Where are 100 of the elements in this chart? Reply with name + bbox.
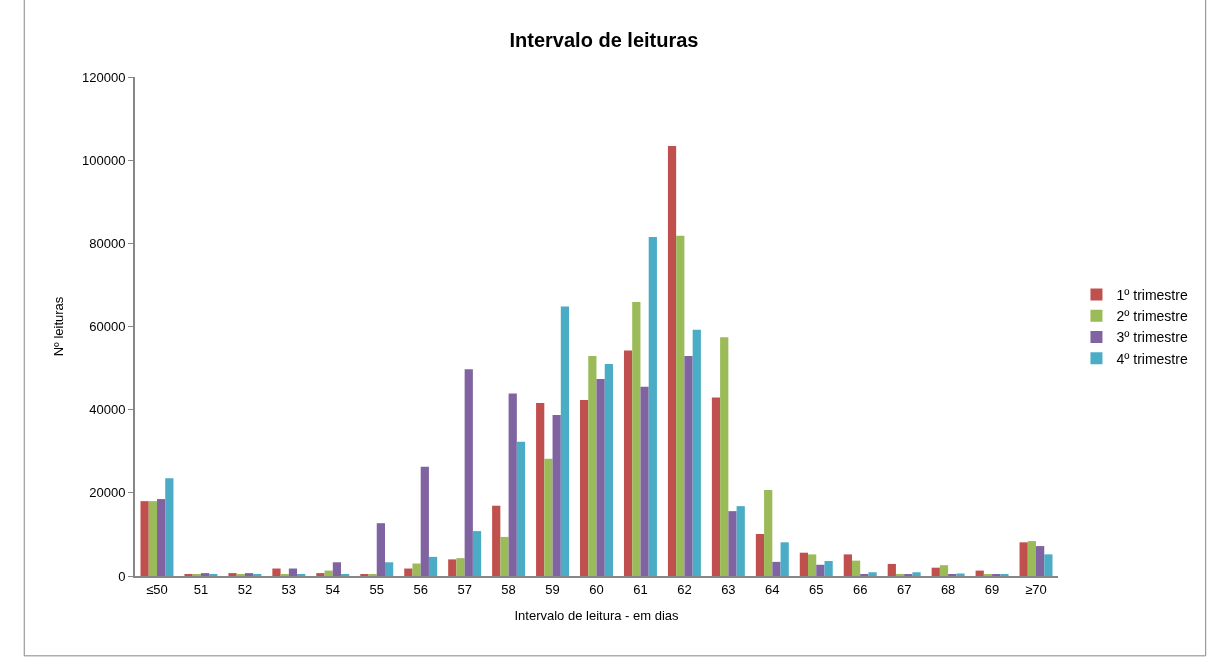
x-tick-label: 64 bbox=[765, 581, 780, 597]
x-tick-label: 60 bbox=[589, 581, 604, 597]
bar bbox=[472, 531, 482, 576]
bar bbox=[868, 572, 877, 576]
bar bbox=[1019, 542, 1028, 576]
x-tick-label: 56 bbox=[413, 581, 428, 597]
bar bbox=[508, 393, 517, 576]
x-tick-label: 69 bbox=[984, 581, 1000, 597]
bar bbox=[560, 306, 570, 576]
x-tick-label: 63 bbox=[721, 581, 736, 597]
x-tick-label: 66 bbox=[852, 581, 868, 597]
bar bbox=[500, 536, 509, 576]
x-tick-label: 62 bbox=[677, 581, 692, 597]
bar bbox=[1027, 541, 1037, 576]
legend-label: 1º trimestre bbox=[1116, 287, 1188, 304]
bar bbox=[272, 568, 281, 576]
bar bbox=[404, 568, 413, 576]
x-axis-title: Intervalo de leitura - em dias bbox=[514, 607, 680, 623]
x-tick-label: 51 bbox=[193, 581, 209, 597]
bar bbox=[288, 568, 298, 576]
y-tick-label: 100000 bbox=[82, 152, 126, 168]
bar bbox=[165, 478, 174, 576]
bar bbox=[412, 563, 421, 576]
bar bbox=[316, 573, 325, 576]
bar bbox=[588, 356, 597, 576]
x-tick-label: 61 bbox=[633, 581, 648, 597]
bar bbox=[736, 506, 745, 576]
bar bbox=[799, 552, 809, 576]
bar bbox=[728, 511, 737, 576]
bar bbox=[843, 554, 852, 576]
bar bbox=[912, 572, 921, 576]
x-tick-label: 67 bbox=[896, 581, 912, 597]
bar bbox=[428, 556, 438, 576]
y-tick-label: 120000 bbox=[82, 69, 126, 85]
x-tick-label: ≤50 bbox=[146, 581, 168, 597]
bar bbox=[1044, 554, 1053, 576]
chart-title: Intervalo de leituras bbox=[509, 29, 699, 52]
bar bbox=[808, 554, 817, 576]
bar bbox=[536, 403, 545, 576]
x-tick-label: 68 bbox=[940, 581, 956, 597]
y-tick-label: 40000 bbox=[89, 402, 126, 418]
y-tick-label: 20000 bbox=[89, 485, 126, 501]
x-tick-label: 57 bbox=[457, 581, 472, 597]
bar bbox=[596, 378, 605, 576]
bar bbox=[931, 567, 940, 576]
bar bbox=[720, 337, 729, 576]
bar bbox=[676, 235, 685, 576]
x-tick-label: 54 bbox=[325, 581, 341, 597]
bar bbox=[384, 562, 394, 576]
y-tick-label: 0 bbox=[118, 568, 126, 584]
legend-label: 2º trimestre bbox=[1116, 308, 1188, 325]
bar bbox=[711, 397, 721, 576]
bar bbox=[456, 558, 465, 576]
bar bbox=[1036, 546, 1045, 576]
bar bbox=[692, 329, 701, 576]
bar bbox=[887, 563, 896, 576]
x-tick-label: 55 bbox=[369, 581, 384, 597]
bar bbox=[640, 386, 649, 576]
x-tick-label: 52 bbox=[237, 581, 253, 597]
bar bbox=[140, 501, 149, 576]
legend-label: 4º trimestre bbox=[1116, 350, 1188, 367]
y-tick-label: 60000 bbox=[89, 319, 126, 335]
bar bbox=[895, 573, 905, 576]
bar bbox=[648, 237, 657, 576]
bar bbox=[516, 441, 526, 576]
x-tick-label: 53 bbox=[281, 581, 297, 597]
bar bbox=[780, 542, 789, 576]
bar bbox=[376, 523, 385, 576]
bar bbox=[824, 561, 833, 576]
bar bbox=[228, 573, 237, 576]
bar bbox=[604, 363, 613, 576]
bar bbox=[148, 501, 157, 576]
bar bbox=[816, 564, 825, 576]
bar bbox=[851, 560, 861, 576]
bar bbox=[200, 573, 210, 576]
bar bbox=[939, 565, 949, 576]
bar bbox=[755, 534, 765, 576]
bar bbox=[772, 561, 781, 576]
x-tick-label: 65 bbox=[809, 581, 824, 597]
bar bbox=[244, 573, 254, 576]
bar bbox=[420, 466, 429, 576]
bar bbox=[492, 505, 501, 576]
bar bbox=[580, 400, 589, 576]
bar bbox=[544, 458, 553, 576]
y-axis-title: Nº leituras bbox=[51, 296, 67, 357]
bar bbox=[448, 559, 457, 576]
y-tick-label: 80000 bbox=[89, 235, 126, 251]
bar bbox=[667, 146, 677, 576]
bar bbox=[684, 356, 693, 576]
x-tick-label: 58 bbox=[501, 581, 516, 597]
x-tick-label: 59 bbox=[545, 581, 560, 597]
bar bbox=[552, 415, 561, 576]
x-tick-label: ≥70 bbox=[1025, 581, 1047, 597]
bar bbox=[623, 350, 633, 576]
bar bbox=[156, 499, 166, 576]
bar bbox=[632, 301, 641, 576]
legend-label: 3º trimestre bbox=[1116, 329, 1188, 346]
bar bbox=[464, 369, 473, 576]
bar bbox=[332, 562, 342, 576]
bar bbox=[764, 489, 773, 576]
